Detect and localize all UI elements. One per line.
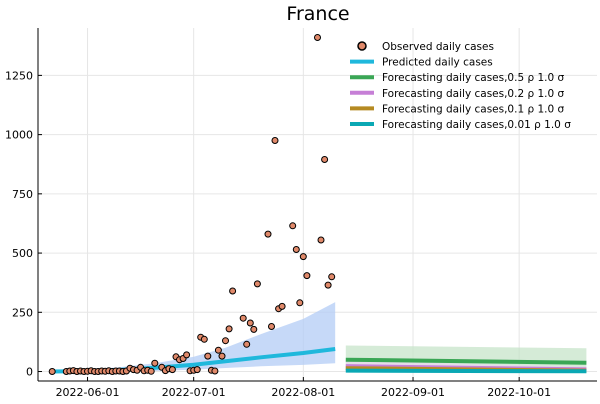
observed-point-34 (183, 351, 191, 359)
observed-point-62 (303, 272, 311, 280)
y-tick-label-3: 750 (12, 188, 33, 201)
axes (37, 28, 597, 382)
observed-point-0 (48, 368, 56, 375)
observed-point-44 (218, 352, 226, 360)
x-tick-label-1: 2022-07-01 (162, 386, 226, 399)
observed-point-46 (225, 325, 233, 333)
legend-label-1: Predicted daily cases (382, 57, 493, 69)
legend-label-0: Observed daily cases (382, 41, 494, 53)
legend-label-3: Forecasting daily cases,0.2 ρ 1.0 σ (382, 88, 565, 100)
y-tick-label-2: 500 (12, 247, 33, 260)
legend-label-2: Forecasting daily cases,0.5 ρ 1.0 σ (382, 72, 565, 84)
observed-point-59 (292, 246, 300, 253)
observed-point-64 (317, 236, 325, 244)
legend: Observed daily cases Predicted daily case… (350, 41, 571, 131)
predicted-confidence-band (52, 302, 336, 372)
observed-point-52 (253, 280, 261, 288)
observed-point-51 (250, 325, 258, 333)
observed-point-50 (246, 319, 254, 327)
observed-point-40 (204, 352, 212, 360)
observed-point-55 (271, 137, 279, 144)
observed-point-54 (268, 323, 275, 330)
observed-point-45 (222, 337, 229, 345)
observed-point-43 (214, 346, 222, 354)
observed-point-65 (321, 156, 329, 163)
legend-marker-0 (357, 41, 367, 51)
legend-label-5: Forecasting daily cases,0.01 ρ 1.0 σ (382, 119, 571, 131)
observed-point-57 (278, 302, 286, 310)
observed-point-61 (299, 253, 307, 261)
observed-point-26 (151, 359, 159, 367)
forecast-line-3 (345, 368, 587, 374)
observed-point-48 (239, 314, 247, 322)
observed-point-37 (193, 366, 201, 374)
observed-points (48, 34, 336, 375)
observed-point-49 (243, 340, 251, 348)
observed-point-66 (324, 281, 332, 289)
observed-point-25 (147, 367, 155, 375)
x-tick-label-0: 2022-06-01 (56, 386, 120, 399)
legend-label-4: Forecasting daily cases,0.1 ρ 1.0 σ (382, 103, 565, 115)
y-tick-label-0: 0 (26, 366, 33, 379)
x-tick-label-3: 2022-09-01 (381, 386, 445, 399)
y-tick-label-5: 1250 (5, 69, 33, 82)
x-tick-label-4: 2022-10-01 (487, 386, 551, 399)
tick-labels: 0 250 500 750 1000 1250 2022-06-01 2022-07-01 20… (5, 69, 551, 399)
observed-point-42 (211, 367, 219, 375)
x-tick-label-2: 2022-08-01 (271, 386, 335, 399)
chart-title: France (286, 3, 349, 25)
observed-point-30 (168, 366, 176, 374)
forecast-line-0 (345, 357, 587, 365)
observed-point-63 (314, 34, 321, 41)
observed-point-39 (200, 335, 208, 343)
observed-point-58 (289, 222, 297, 230)
y-tick-label-4: 1000 (5, 129, 33, 142)
observed-point-60 (296, 299, 304, 307)
observed-point-47 (229, 287, 237, 295)
y-tick-label-1: 250 (12, 306, 33, 319)
observed-point-53 (264, 230, 272, 238)
observed-point-67 (328, 273, 336, 281)
